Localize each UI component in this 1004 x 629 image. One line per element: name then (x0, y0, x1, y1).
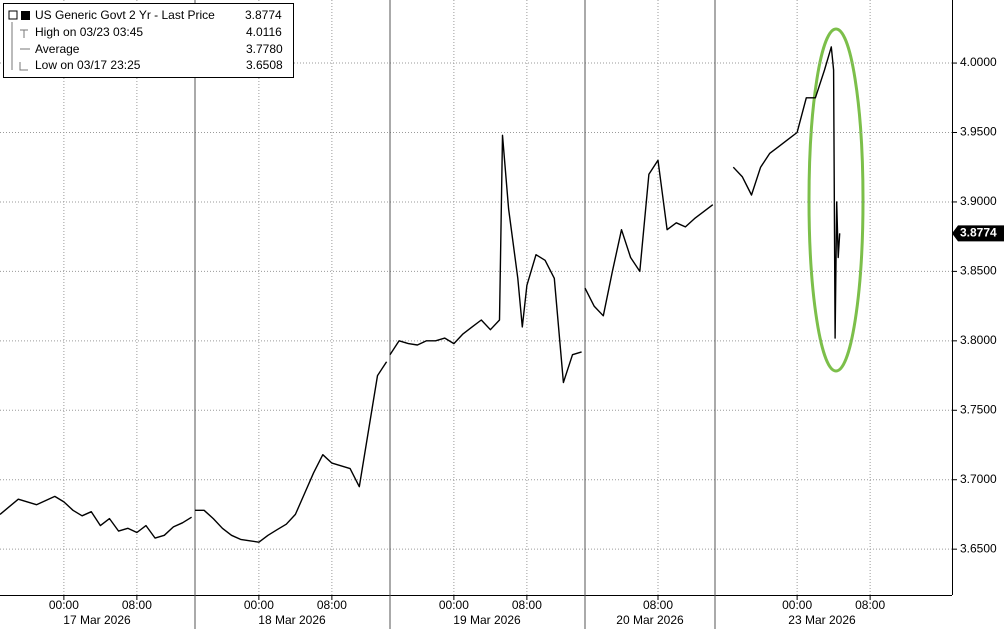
x-tick-label: 00:00 (244, 598, 274, 612)
x-tick-label: 00:00 (49, 598, 79, 612)
legend-toggle[interactable] (8, 10, 18, 20)
y-tick-label: 3.9500 (960, 125, 997, 139)
y-tick-label: 3.6500 (960, 541, 997, 555)
y-tick-label: 3.7500 (960, 402, 997, 416)
x-tick-label: 08:00 (855, 598, 885, 612)
legend-swatch (21, 11, 30, 20)
legend-icons (11, 22, 30, 71)
date-label: 23 Mar 2026 (788, 613, 856, 627)
legend-stat-label: High on 03/23 03:45 (35, 25, 143, 39)
last-price-tag (952, 225, 1004, 242)
last-price-label: 3.8774 (960, 226, 997, 240)
date-label: 17 Mar 2026 (63, 613, 131, 627)
date-label: 20 Mar 2026 (616, 613, 684, 627)
y-tick-label: 4.0000 (960, 55, 997, 69)
legend: US Generic Govt 2 Yr - Last Price 3.8774… (3, 3, 294, 78)
x-tick-label: 00:00 (439, 598, 469, 612)
highlight-ellipse (807, 27, 865, 373)
date-label: 18 Mar 2026 (258, 613, 326, 627)
legend-last-value: 3.8774 (245, 8, 282, 22)
y-tick-label: 3.7000 (960, 472, 997, 486)
legend-box (3, 3, 294, 78)
legend-stat-value: 4.0116 (246, 25, 282, 39)
x-tick-label: 08:00 (512, 598, 542, 612)
y-tick-label: 3.8500 (960, 264, 997, 278)
date-label: 19 Mar 2026 (453, 613, 521, 627)
y-tick-label: 3.9000 (960, 194, 997, 208)
price-line (0, 46, 841, 543)
legend-stat-value: 3.6508 (246, 58, 283, 72)
x-tick-label: 08:00 (122, 598, 152, 612)
legend-series-name: US Generic Govt 2 Yr - Last Price (35, 8, 215, 22)
legend-stat-value: 3.7780 (246, 42, 283, 56)
x-tick-label: 08:00 (317, 598, 347, 612)
y-tick-label: 3.8000 (960, 333, 997, 347)
legend-stat-label: Average (35, 42, 80, 56)
x-tick-label: 08:00 (643, 598, 673, 612)
x-tick-label: 00:00 (782, 598, 812, 612)
legend-stat-label: Low on 03/17 23:25 (35, 58, 141, 72)
